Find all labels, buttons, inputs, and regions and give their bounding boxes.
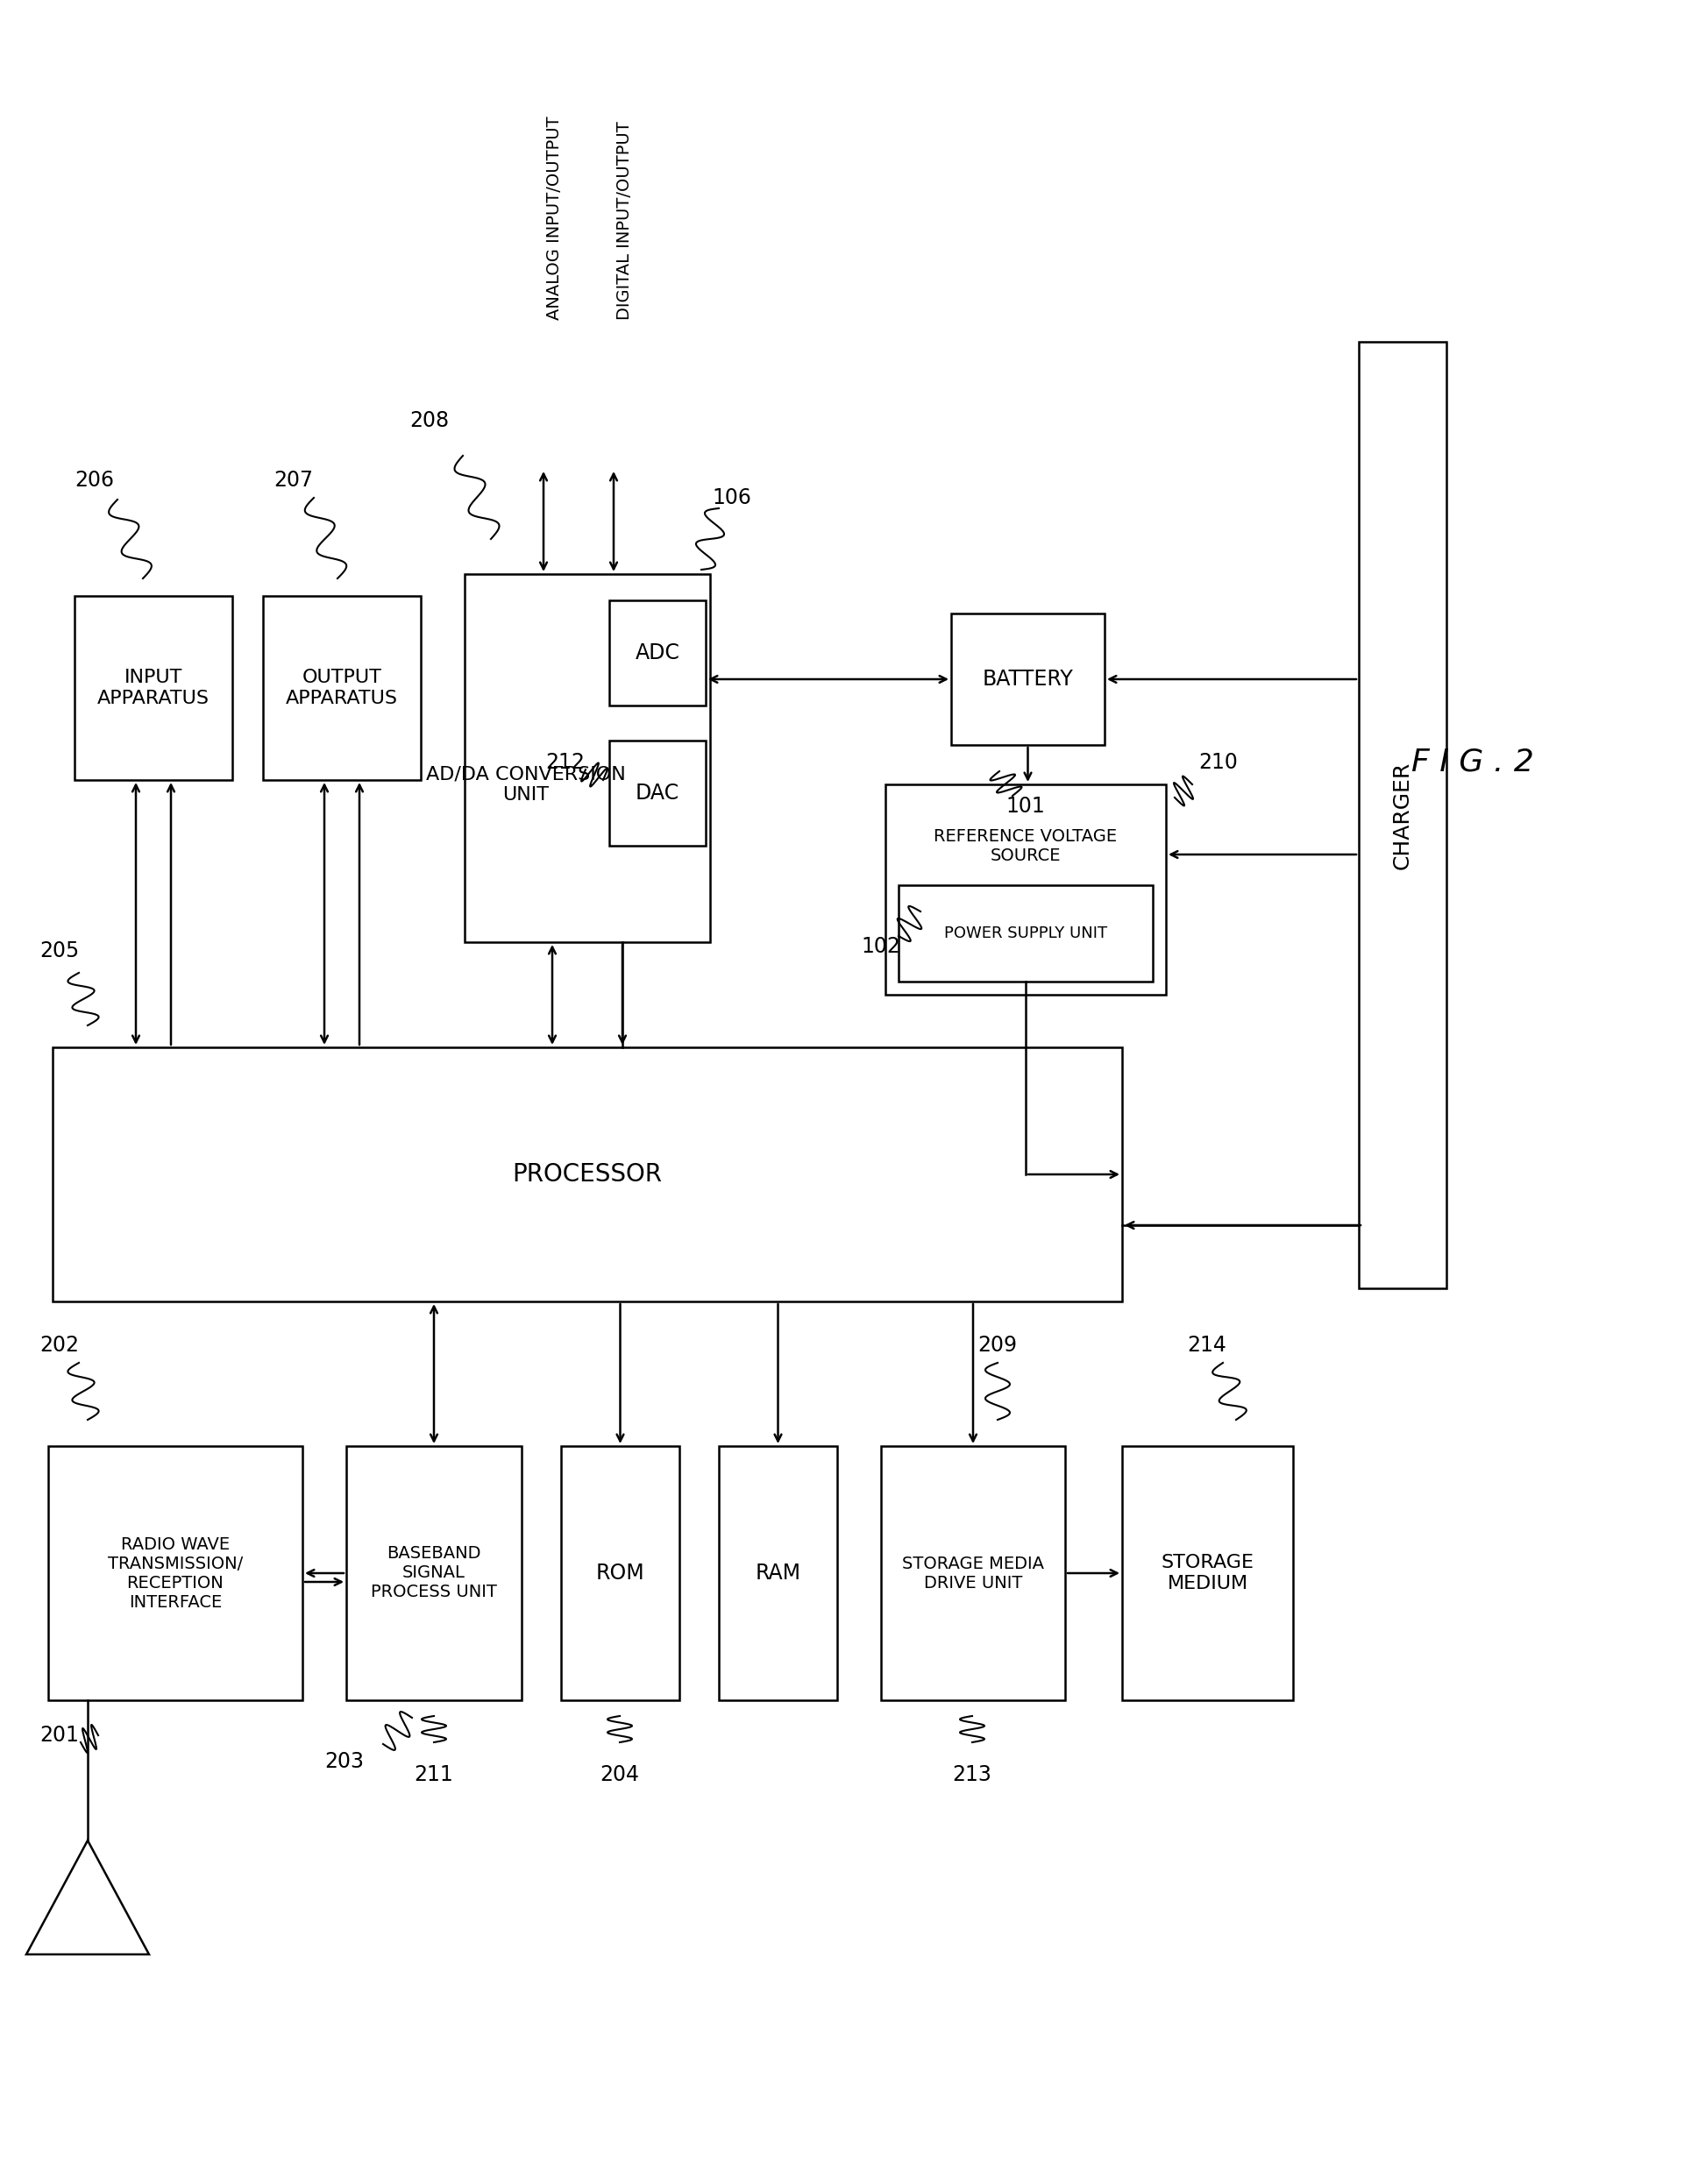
Bar xyxy=(49,1446,303,1699)
Bar xyxy=(881,1446,1064,1699)
Text: REFERENCE VOLTAGE
SOURCE: REFERENCE VOLTAGE SOURCE xyxy=(935,828,1116,863)
Text: ADC: ADC xyxy=(635,642,680,664)
Bar xyxy=(1359,343,1447,1289)
Bar xyxy=(1122,1446,1293,1699)
Text: PROCESSOR: PROCESSOR xyxy=(512,1162,662,1186)
Text: F I G . 2: F I G . 2 xyxy=(1411,747,1534,778)
Text: 213: 213 xyxy=(953,1765,992,1784)
Text: DIGITAL INPUT/OUTPUT: DIGITAL INPUT/OUTPUT xyxy=(616,120,633,319)
Bar xyxy=(899,885,1154,981)
Bar xyxy=(719,1446,837,1699)
Text: 208: 208 xyxy=(409,411,450,430)
Text: OUTPUT
APPARATUS: OUTPUT APPARATUS xyxy=(286,668,397,708)
Text: CHARGER: CHARGER xyxy=(1393,760,1413,869)
Text: RADIO WAVE
TRANSMISSION/
RECEPTION
INTERFACE: RADIO WAVE TRANSMISSION/ RECEPTION INTER… xyxy=(108,1535,242,1610)
Text: 102: 102 xyxy=(861,937,901,957)
Text: 202: 202 xyxy=(40,1334,79,1356)
Text: INPUT
APPARATUS: INPUT APPARATUS xyxy=(98,668,209,708)
Text: POWER SUPPLY UNIT: POWER SUPPLY UNIT xyxy=(945,926,1108,941)
Bar xyxy=(610,740,706,845)
Text: 205: 205 xyxy=(40,941,79,961)
Text: RAM: RAM xyxy=(754,1562,802,1583)
Text: 201: 201 xyxy=(40,1725,79,1745)
Text: 206: 206 xyxy=(76,470,115,491)
Text: 209: 209 xyxy=(978,1334,1017,1356)
Bar xyxy=(52,1048,1122,1302)
Text: BASEBAND
SIGNAL
PROCESS UNIT: BASEBAND SIGNAL PROCESS UNIT xyxy=(370,1546,497,1601)
Text: DAC: DAC xyxy=(635,782,679,804)
Text: STORAGE
MEDIUM: STORAGE MEDIUM xyxy=(1160,1555,1255,1592)
Bar xyxy=(263,596,421,780)
Bar xyxy=(465,574,711,941)
Text: ROM: ROM xyxy=(596,1562,645,1583)
Text: 106: 106 xyxy=(712,487,751,509)
Bar xyxy=(886,784,1165,994)
Text: 204: 204 xyxy=(600,1765,640,1784)
Text: STORAGE MEDIA
DRIVE UNIT: STORAGE MEDIA DRIVE UNIT xyxy=(903,1555,1044,1592)
Bar xyxy=(610,601,706,705)
Bar xyxy=(74,596,232,780)
Text: 210: 210 xyxy=(1199,751,1238,773)
Text: 214: 214 xyxy=(1187,1334,1226,1356)
Bar xyxy=(561,1446,679,1699)
Text: 211: 211 xyxy=(414,1765,453,1784)
Bar xyxy=(347,1446,522,1699)
Text: ANALOG INPUT/OUTPUT: ANALOG INPUT/OUTPUT xyxy=(546,116,562,319)
Text: 207: 207 xyxy=(274,470,313,491)
Text: 212: 212 xyxy=(546,751,584,773)
Bar xyxy=(951,614,1105,745)
Text: 101: 101 xyxy=(1005,795,1046,817)
Text: BATTERY: BATTERY xyxy=(982,668,1073,690)
Text: 203: 203 xyxy=(325,1752,364,1771)
Text: AD/DA CONVERSION
UNIT: AD/DA CONVERSION UNIT xyxy=(426,764,626,804)
